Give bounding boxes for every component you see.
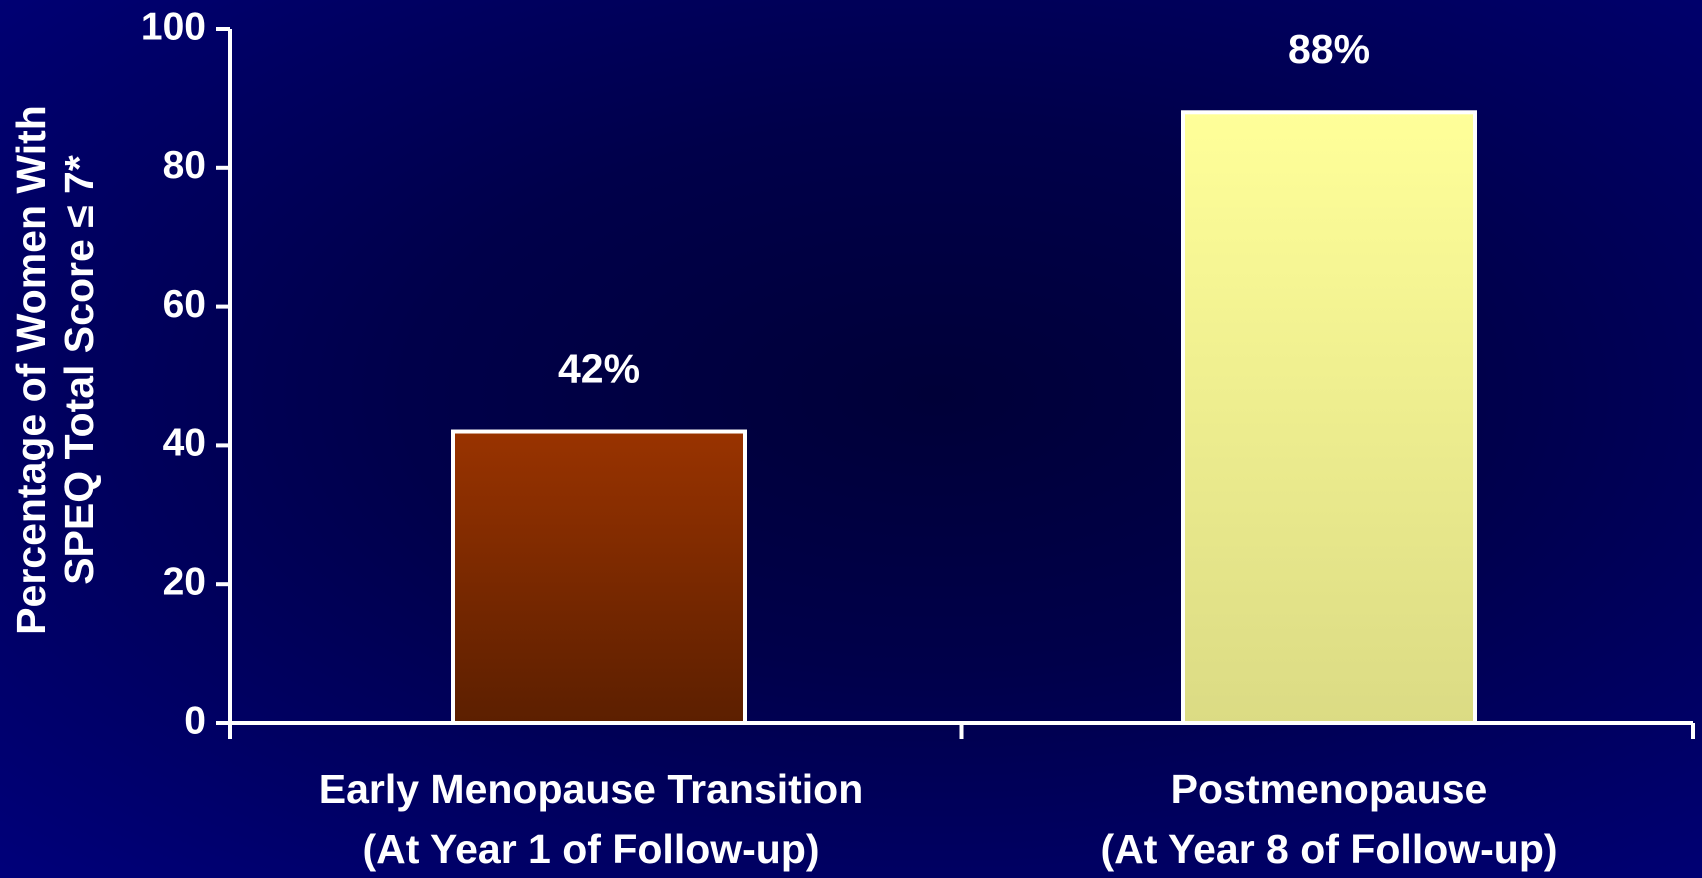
y-tick-label: 0 — [184, 699, 206, 742]
x-tick-label: Early Menopause Transition — [319, 766, 864, 812]
bar — [451, 429, 747, 725]
y-axis-title-line: Percentage of Women With — [8, 105, 54, 635]
x-tick-label: (At Year 8 of Follow-up) — [1100, 826, 1557, 872]
x-tick-label: (At Year 1 of Follow-up) — [362, 826, 819, 872]
y-axis-title: Percentage of Women With SPEQ Total Scor… — [8, 105, 102, 635]
y-tick-label: 20 — [163, 560, 206, 603]
y-axis-title-line: SPEQ Total Score ≤ 7* — [56, 155, 102, 585]
y-tick-label: 100 — [141, 5, 206, 48]
value-label: 42% — [558, 345, 640, 391]
y-tick-label: 60 — [163, 283, 206, 326]
x-tick-label: Postmenopause — [1171, 766, 1488, 812]
y-tick-label: 80 — [163, 144, 206, 187]
y-tick-label: 40 — [163, 422, 206, 465]
value-label: 88% — [1288, 26, 1370, 72]
bar — [1181, 110, 1477, 725]
